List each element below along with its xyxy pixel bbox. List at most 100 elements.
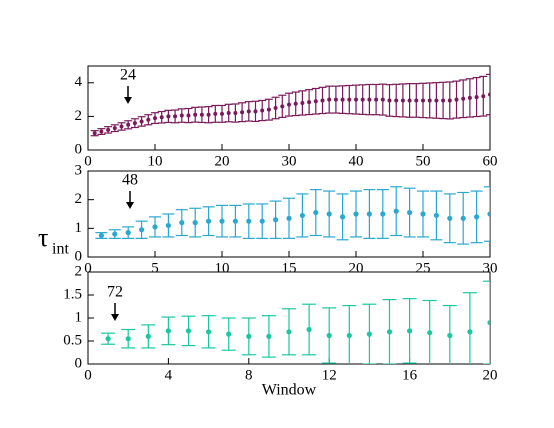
x-tick-label: 0 <box>84 260 92 276</box>
data-point <box>481 94 486 99</box>
x-tick-label: 20 <box>349 260 364 276</box>
data-point <box>487 211 490 217</box>
y-tick-label: 1 <box>75 220 83 236</box>
data-point <box>253 109 258 114</box>
data-point <box>313 99 318 104</box>
data-point <box>240 110 245 115</box>
data-point <box>246 109 251 114</box>
data-point <box>447 215 453 221</box>
data-point <box>105 336 111 342</box>
plot-area <box>90 73 490 137</box>
x-tick-label: 60 <box>483 153 498 169</box>
data-point <box>226 111 231 116</box>
data-point <box>400 98 405 103</box>
y-tick-label: 2 <box>75 191 83 207</box>
data-point <box>206 112 211 117</box>
x-tick-label: 50 <box>416 153 431 169</box>
data-point <box>366 211 372 217</box>
data-point <box>427 330 433 336</box>
data-point <box>112 231 118 237</box>
data-point <box>433 212 439 219</box>
data-point <box>474 214 480 220</box>
annotation-arrowhead <box>124 97 132 104</box>
data-point <box>313 209 319 216</box>
data-point <box>259 218 265 224</box>
data-point <box>354 97 358 102</box>
data-point <box>286 215 292 221</box>
data-point <box>206 218 212 224</box>
data-point <box>280 104 285 109</box>
data-point <box>179 113 184 118</box>
data-point <box>186 113 191 118</box>
data-point <box>226 331 232 337</box>
data-point <box>360 97 365 102</box>
plot-area <box>101 280 490 364</box>
y-tick-label: 2 <box>75 263 83 279</box>
data-point <box>286 329 292 335</box>
data-point <box>346 332 352 339</box>
data-point <box>293 101 298 106</box>
data-point <box>159 115 164 120</box>
data-point <box>353 211 359 217</box>
error-bar <box>483 280 490 364</box>
y-tick-label: 0 <box>75 141 83 157</box>
data-point <box>366 331 372 337</box>
data-point <box>206 329 212 335</box>
x-tick-label: 10 <box>215 260 230 276</box>
data-point <box>386 329 393 335</box>
x-tick-label: 0 <box>84 367 92 383</box>
data-point <box>192 220 198 226</box>
data-point <box>139 119 144 124</box>
x-axis-label: Window <box>262 382 317 399</box>
y-tick-label: 1.5 <box>63 286 82 302</box>
data-point <box>421 98 425 103</box>
y-tick-label: 2 <box>75 108 83 124</box>
error-bar <box>484 186 490 242</box>
data-point <box>347 97 352 102</box>
x-tick-label: 12 <box>322 367 337 383</box>
data-point <box>165 328 171 334</box>
data-point <box>441 98 446 103</box>
data-point <box>125 230 131 236</box>
error-bar <box>486 73 490 116</box>
data-point <box>220 111 224 116</box>
plot-area <box>95 186 490 245</box>
data-point <box>98 232 104 239</box>
x-tick-label: 10 <box>148 153 163 169</box>
data-point <box>380 97 385 102</box>
data-point <box>326 332 332 339</box>
x-tick-label: 4 <box>165 367 173 383</box>
data-point <box>266 333 272 339</box>
data-point <box>152 224 158 230</box>
y-tick-label: 3 <box>75 162 83 178</box>
data-point <box>125 336 131 342</box>
data-point <box>299 212 305 219</box>
y-tick-label: 0.5 <box>63 332 82 348</box>
data-point <box>407 98 412 103</box>
data-point <box>99 129 104 134</box>
data-point <box>340 97 345 102</box>
data-point <box>393 208 399 214</box>
annotation-arrowhead <box>111 314 119 321</box>
x-tick-label: 15 <box>282 260 297 276</box>
data-point <box>266 107 271 112</box>
data-point <box>420 211 426 217</box>
data-point <box>233 111 238 116</box>
x-tick-label: 20 <box>215 153 230 169</box>
data-point <box>173 114 178 119</box>
annotation-arrowhead <box>126 202 134 209</box>
data-point <box>434 98 439 103</box>
data-point <box>219 218 225 224</box>
data-point <box>488 92 490 97</box>
data-point <box>474 95 479 100</box>
data-point <box>213 111 218 116</box>
data-point <box>132 121 137 126</box>
x-tick-label: 30 <box>282 153 297 169</box>
data-point <box>394 98 399 103</box>
data-point <box>145 333 151 339</box>
data-point <box>460 215 466 221</box>
annotation: 24 <box>120 67 136 84</box>
data-point <box>126 122 131 127</box>
x-tick-label: 8 <box>245 367 253 383</box>
